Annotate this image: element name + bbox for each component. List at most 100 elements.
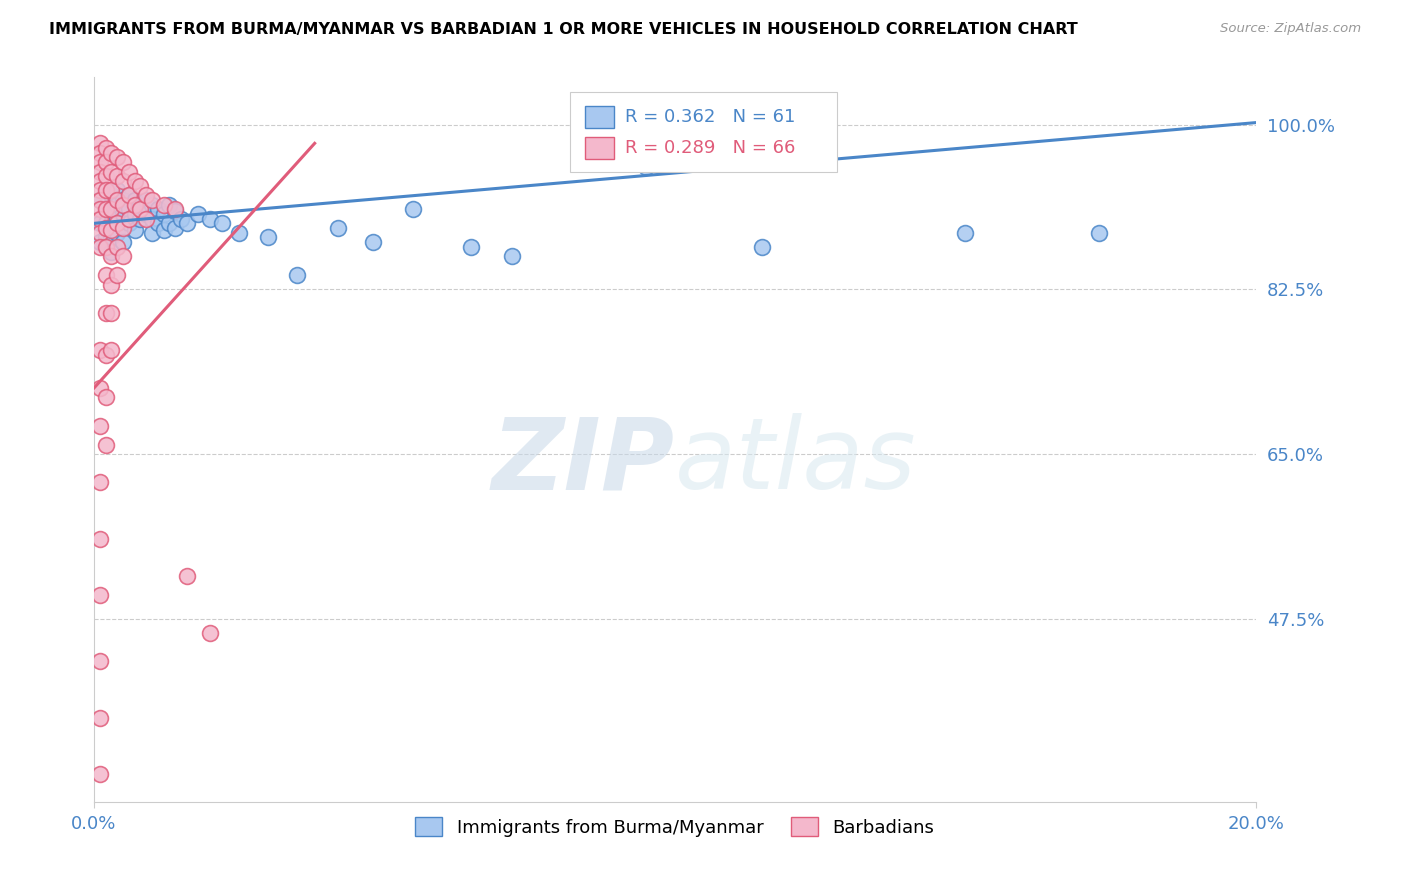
Point xyxy=(94,141,117,155)
Point xyxy=(100,164,122,178)
Point xyxy=(326,221,349,235)
Point xyxy=(100,223,122,237)
Point xyxy=(94,169,117,184)
Point xyxy=(111,235,134,249)
Point xyxy=(141,226,163,240)
Point xyxy=(100,202,122,217)
Point xyxy=(111,174,134,188)
Point xyxy=(211,216,233,230)
Point xyxy=(89,343,111,358)
Point xyxy=(159,197,181,211)
Point xyxy=(105,151,128,165)
Point xyxy=(105,193,128,207)
Point xyxy=(170,211,193,226)
Point xyxy=(100,183,122,197)
Point xyxy=(94,230,117,244)
Point xyxy=(118,188,141,202)
Point xyxy=(146,216,169,230)
Point xyxy=(105,268,128,282)
Point xyxy=(94,202,117,217)
Point xyxy=(89,240,111,254)
Point xyxy=(361,235,384,249)
Point xyxy=(100,216,122,230)
Point xyxy=(89,381,111,395)
Point xyxy=(165,202,187,217)
Text: IMMIGRANTS FROM BURMA/MYANMAR VS BARBADIAN 1 OR MORE VEHICLES IN HOUSEHOLD CORRE: IMMIGRANTS FROM BURMA/MYANMAR VS BARBADI… xyxy=(49,22,1078,37)
Point xyxy=(228,226,250,240)
Point xyxy=(152,223,174,237)
Point xyxy=(1088,226,1111,240)
Point xyxy=(129,202,152,217)
Point xyxy=(94,306,117,320)
Point xyxy=(89,202,111,217)
Point xyxy=(165,221,187,235)
Point xyxy=(118,216,141,230)
Point xyxy=(100,202,122,217)
Point xyxy=(152,197,174,211)
Point xyxy=(135,211,157,226)
Point xyxy=(111,221,134,235)
Point xyxy=(94,348,117,362)
Point xyxy=(89,226,111,240)
Point xyxy=(105,183,128,197)
Point xyxy=(94,221,117,235)
Point xyxy=(135,207,157,221)
Point xyxy=(100,188,122,202)
Point xyxy=(89,710,111,724)
Point xyxy=(89,235,111,249)
Text: atlas: atlas xyxy=(675,413,917,510)
Point xyxy=(89,193,111,207)
Point xyxy=(89,418,111,433)
Text: R = 0.289   N = 66: R = 0.289 N = 66 xyxy=(624,139,796,157)
Point xyxy=(124,223,146,237)
Point xyxy=(105,216,128,230)
Point xyxy=(100,277,122,292)
Text: Source: ZipAtlas.com: Source: ZipAtlas.com xyxy=(1220,22,1361,36)
Point xyxy=(141,211,163,226)
Point xyxy=(100,145,122,160)
Point xyxy=(159,216,181,230)
Point xyxy=(118,164,141,178)
Point xyxy=(152,207,174,221)
Point xyxy=(100,230,122,244)
Text: R = 0.362   N = 61: R = 0.362 N = 61 xyxy=(624,108,796,127)
Point xyxy=(953,226,976,240)
Point xyxy=(89,183,111,197)
Legend: Immigrants from Burma/Myanmar, Barbadians: Immigrants from Burma/Myanmar, Barbadian… xyxy=(408,810,942,844)
Point xyxy=(402,202,425,217)
Point xyxy=(105,197,128,211)
Point xyxy=(94,240,117,254)
Point xyxy=(89,767,111,781)
Point xyxy=(129,197,152,211)
Text: ZIP: ZIP xyxy=(492,413,675,510)
Point xyxy=(124,174,146,188)
Point xyxy=(129,211,152,226)
Point xyxy=(100,343,122,358)
Bar xyxy=(585,136,614,159)
Point xyxy=(501,249,523,263)
Point xyxy=(89,532,111,546)
Point xyxy=(124,193,146,207)
Point xyxy=(94,240,117,254)
Point xyxy=(94,183,117,197)
Point xyxy=(146,202,169,217)
Point xyxy=(111,155,134,169)
Point xyxy=(165,204,187,219)
Point xyxy=(634,160,657,174)
Point xyxy=(135,193,157,207)
Point xyxy=(135,188,157,202)
Point xyxy=(176,216,198,230)
Point xyxy=(111,249,134,263)
Point xyxy=(141,193,163,207)
Point xyxy=(94,216,117,230)
Point xyxy=(89,654,111,668)
Point xyxy=(105,226,128,240)
Point xyxy=(94,202,117,217)
Point xyxy=(129,178,152,193)
Point xyxy=(94,437,117,451)
Point xyxy=(111,207,134,221)
FancyBboxPatch shape xyxy=(571,92,838,171)
Point xyxy=(176,569,198,583)
Point xyxy=(89,475,111,490)
Point xyxy=(198,211,221,226)
